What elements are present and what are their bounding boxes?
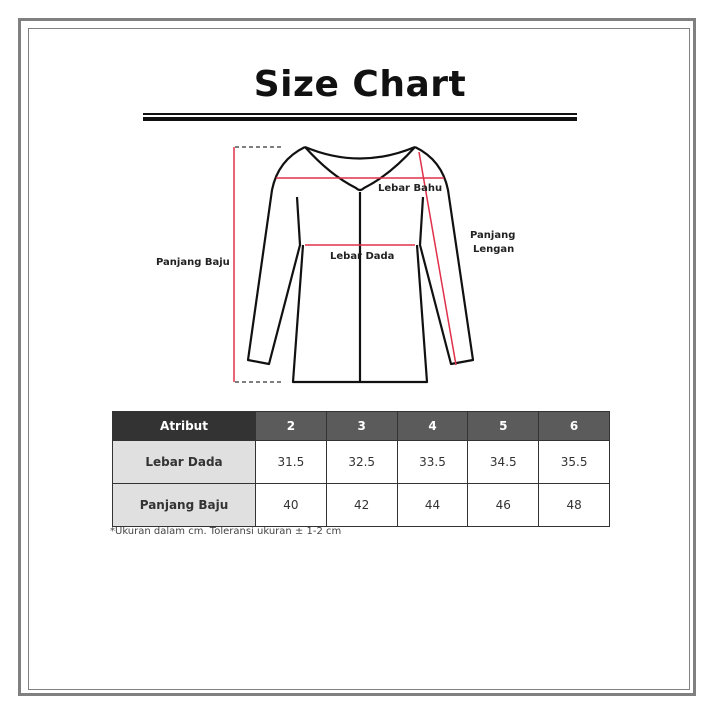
label-sleeve-1: Panjang — [470, 230, 515, 241]
table-cell: 40 — [255, 483, 327, 527]
table-cell: 48 — [538, 483, 610, 527]
header-cell: 6 — [538, 411, 610, 441]
label-length: Panjang Baju — [156, 257, 230, 268]
title-rule-thin — [143, 113, 577, 115]
table-row: Lebar Dada 31.5 32.5 33.5 34.5 35.5 — [112, 440, 610, 484]
table-cell: 42 — [325, 483, 398, 527]
sleeve-line — [418, 151, 457, 366]
table-cell: 35.5 — [538, 440, 610, 484]
title-rule-thick — [143, 117, 577, 121]
table-row: Panjang Baju 40 42 44 46 48 — [112, 483, 610, 527]
table-cell: 44 — [396, 483, 469, 527]
table-cell: 31.5 — [255, 440, 327, 484]
header-cell: 2 — [255, 411, 327, 441]
size-table: Atribut 2 3 4 5 6 Lebar Dada 31.5 32.5 3… — [112, 411, 610, 527]
table-cell: 46 — [467, 483, 540, 527]
table-cell: 33.5 — [396, 440, 469, 484]
size-note: *Ukuran dalam cm. Toleransi ukuran ± 1-2… — [110, 526, 342, 537]
measure-lines — [233, 147, 457, 382]
label-shoulder: Lebar Bahu — [378, 183, 442, 194]
collar-v — [304, 146, 416, 192]
label-chest: Lebar Dada — [330, 251, 394, 262]
page-title: Size Chart — [253, 64, 467, 105]
inner-border — [28, 28, 690, 690]
row-label: Lebar Dada — [112, 440, 256, 484]
right-outline — [414, 146, 475, 366]
header-cell: Atribut — [112, 411, 256, 441]
table-header: Atribut 2 3 4 5 6 — [112, 411, 610, 441]
table-cell: 34.5 — [467, 440, 540, 484]
length-guides — [235, 146, 282, 383]
row-label: Panjang Baju — [112, 483, 256, 527]
garment-outline — [246, 145, 475, 384]
header-cell: 5 — [467, 411, 540, 441]
table-cell: 32.5 — [325, 440, 398, 484]
left-outline — [246, 146, 306, 366]
label-sleeve-2: Lengan — [473, 244, 514, 255]
outer-border — [18, 18, 696, 696]
header-cell: 4 — [396, 411, 469, 441]
neckline — [304, 145, 416, 160]
header-cell: 3 — [325, 411, 398, 441]
left-body — [291, 244, 429, 384]
